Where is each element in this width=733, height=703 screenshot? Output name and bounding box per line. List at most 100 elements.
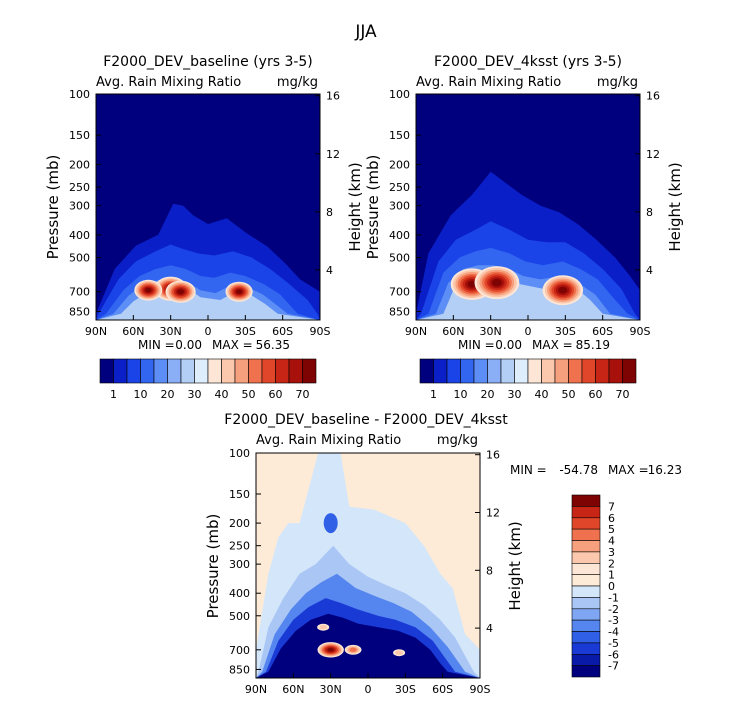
colorbar-swatch [571,562,601,575]
y-tick-label: 700 [229,644,250,657]
y-tick-label: 150 [69,129,90,142]
colorbar-label: 70 [296,388,310,401]
height-tick-label: 12 [326,148,340,161]
y-tick-label: 150 [229,488,250,501]
colorbar-swatch [446,358,461,384]
colorbar-swatch [194,358,209,384]
colorbar-label: 60 [589,388,603,401]
y-tick-label: 400 [389,229,410,242]
min-value: -54.78 [559,463,598,477]
y-tick-label: 100 [229,447,250,460]
colorbar-swatch [571,585,601,598]
rain-blob-2 [177,289,184,295]
y-axis-label-right: Height (km) [666,162,684,251]
height-tick-label: 12 [646,148,660,161]
rain-blob-3 [236,289,243,294]
height-tick-label: 4 [326,264,333,277]
max-label: MAX = [212,338,253,352]
y-tick-label: 300 [389,200,410,213]
y-tick-label: 850 [229,663,250,676]
panel-difference: F2000_DEV_baseline - F2000_DEV_4ksst Avg… [204,412,682,696]
variable-label: Avg. Rain Mixing Ratio [256,433,401,448]
colorbar-swatch [261,358,276,384]
y-tick-label: 300 [229,558,250,571]
units-label: mg/kg [597,75,638,90]
panel-baseline: F2000_DEV_baseline (yrs 3-5) Avg. Rain M… [44,54,364,401]
colorbar-swatch [608,358,623,384]
y-tick-label: 500 [389,252,410,265]
height-tick-label: 12 [486,507,500,520]
colorbar-label: 30 [508,388,522,401]
colorbar-label: -4 [608,626,619,639]
positive-spot-2 [395,650,404,655]
rain-field [96,203,320,320]
colorbar-swatch [527,358,542,384]
y-tick-label: 250 [69,181,90,194]
colorbar-swatch [207,358,222,384]
height-tick-label: 16 [646,90,660,103]
colorbar-swatch [221,358,236,384]
rain-blob-1 [145,287,152,293]
x-tick-label: 30S [235,325,256,338]
colorbar-swatch [571,631,601,644]
colorbar-swatch [288,358,303,384]
y-tick-label: 200 [69,158,90,171]
rain-blob-0 [467,280,477,288]
max-label: MAX = [532,338,573,352]
panel-title: F2000_DEV_baseline (yrs 3-5) [103,54,313,70]
max-value: 16.23 [648,463,682,477]
height-tick-label: 8 [326,206,333,219]
colorbar-label: 1 [110,388,117,401]
colorbar-swatch [419,358,434,384]
colorbar-swatch [571,506,601,519]
colorbar-label: 1 [608,569,615,582]
x-tick-label: 30S [555,325,576,338]
x-tick-label: 60N [282,683,304,696]
rain-blob-2 [558,286,568,294]
rain-field [416,171,640,320]
colorbar: 1 10 20 30 40 50 60 70 [99,358,317,401]
variable-label: Avg. Rain Mixing Ratio [416,75,561,90]
x-tick-label: 90S [470,683,491,696]
panel-title: F2000_DEV_baseline - F2000_DEV_4ksst [224,412,508,428]
difference-field [256,453,480,678]
colorbar-swatch [595,358,610,384]
y-tick-label: 700 [389,286,410,299]
colorbar-swatch [622,358,637,384]
height-tick-label: 8 [486,564,493,577]
colorbar-label: 5 [608,523,615,536]
max-value: 56.35 [256,338,290,352]
colorbar-label: -5 [608,637,619,650]
colorbar-swatch [571,619,601,632]
colorbar-swatch [571,642,601,655]
y-tick-label: 250 [229,540,250,553]
colorbar-swatch [571,608,601,621]
y-tick-label: 150 [389,129,410,142]
x-tick-label: 0 [365,683,372,696]
min-label: MIN = [138,338,175,352]
colorbar-label: 3 [608,546,615,559]
colorbar-swatch [571,653,601,666]
colorbar-swatch [554,358,569,384]
colorbar-swatch [433,358,448,384]
y-tick-label: 100 [389,88,410,101]
colorbar-swatch [571,494,601,507]
colorbar-swatch [99,358,114,384]
colorbar-label: 40 [535,388,549,401]
min-value: 0.00 [495,338,522,352]
colorbar-swatch [473,358,488,384]
x-tick-label: 60S [272,325,293,338]
units-label: mg/kg [277,75,318,90]
axes: 90N 60N 30N 0 30S 60S 90S 100 150 200 250 300 400 500… [389,88,660,338]
y-tick-label: 500 [69,252,90,265]
axes: 90N 60N 30N 0 30S 60S 90S 100 150 200 250 300 400 500… [229,447,500,696]
colorbar-swatch [571,665,601,678]
colorbar-label: 10 [454,388,468,401]
max-label: MAX = [608,463,649,477]
x-tick-label: 90N [405,325,427,338]
positive-spot-1 [349,647,357,652]
colorbar-swatch [571,574,601,587]
y-axis-label-right: Height (km) [506,521,524,610]
